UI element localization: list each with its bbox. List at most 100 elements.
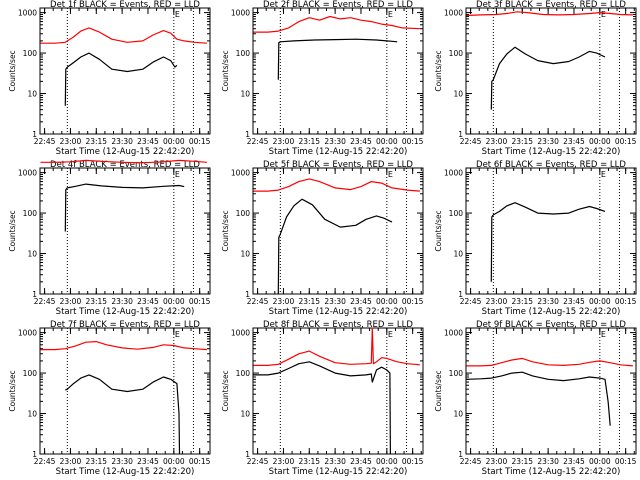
x-tick-label: 22:45 [247, 137, 269, 146]
plot-frame [39, 327, 211, 455]
plot-frame [39, 7, 211, 135]
y-tick-label: 1 [458, 450, 463, 459]
x-tick-label: 23:30 [324, 297, 346, 306]
series-line-lld [253, 327, 420, 366]
series-line-lld [40, 159, 207, 164]
y-tick-label: 1 [245, 130, 250, 139]
y-tick-label: 1000 [231, 9, 250, 18]
event-marker-label: E [388, 170, 393, 179]
x-tick-label: 00:15 [615, 297, 637, 306]
event-marker-label: E [388, 330, 393, 339]
y-tick-label: 1 [245, 450, 250, 459]
x-tick-label: 00:00 [163, 297, 185, 306]
y-tick-label: 100 [449, 49, 464, 58]
x-tick-label: 22:45 [34, 137, 56, 146]
event-marker-label: E [388, 10, 393, 19]
y-tick-label: 1000 [18, 169, 37, 178]
x-tick-label: 23:15 [85, 297, 107, 306]
x-tick-label: 23:30 [324, 137, 346, 146]
series-line-events [65, 374, 181, 455]
y-tick-label: 100 [449, 369, 464, 378]
y-tick-label: 1 [245, 290, 250, 299]
plot-frame [465, 167, 637, 295]
x-tick-label: 22:45 [34, 457, 56, 466]
y-tick-label: 10 [240, 250, 250, 259]
x-tick-label: 23:30 [537, 137, 559, 146]
series-line-lld [40, 27, 207, 44]
y-tick-label: 1 [32, 130, 37, 139]
series-line-events [490, 202, 606, 282]
plot-frame [465, 7, 637, 135]
x-tick-label: 22:45 [247, 297, 269, 306]
x-tick-label: 23:45 [563, 297, 585, 306]
x-axis-label: Start Time (12-Aug-15 22:42:20) [482, 147, 621, 157]
y-tick-label: 1000 [18, 329, 37, 338]
x-tick-label: 00:00 [163, 457, 185, 466]
x-tick-label: 23:45 [137, 137, 159, 146]
x-tick-label: 00:00 [163, 137, 185, 146]
y-tick-label: 10 [240, 410, 250, 419]
x-tick-label: 00:15 [402, 457, 424, 466]
x-tick-label: 23:15 [511, 297, 533, 306]
y-tick-label: 10 [27, 90, 37, 99]
panel-title: Det 4f BLACK = Events, RED = LLD [50, 160, 200, 170]
y-tick-label: 100 [23, 369, 38, 378]
plot-frame [465, 327, 637, 455]
x-tick-label: 22:45 [460, 457, 482, 466]
x-tick-label: 23:15 [511, 457, 533, 466]
y-tick-label: 100 [449, 209, 464, 218]
series-line-events [64, 52, 178, 106]
x-tick-label: 23:00 [486, 297, 508, 306]
series-line-lld [253, 15, 420, 33]
event-marker-label: E [175, 10, 180, 19]
x-tick-label: 23:00 [60, 457, 82, 466]
y-tick-label: 1000 [444, 169, 463, 178]
y-tick-label: 10 [453, 250, 463, 259]
y-tick-label: 1 [32, 450, 37, 459]
series-line-lld [40, 341, 207, 351]
x-tick-label: 23:15 [298, 297, 320, 306]
x-tick-label: 23:45 [350, 137, 372, 146]
x-tick-label: 23:30 [111, 457, 133, 466]
x-tick-label: 23:15 [511, 137, 533, 146]
y-tick-label: 1 [458, 130, 463, 139]
plot-frame [39, 167, 211, 295]
x-tick-label: 00:15 [189, 297, 211, 306]
x-axis-label: Start Time (12-Aug-15 22:42:20) [269, 307, 408, 317]
y-axis-label: Counts/sec [434, 50, 443, 91]
x-axis-label: Start Time (12-Aug-15 22:42:20) [56, 147, 195, 157]
x-axis-label: Start Time (12-Aug-15 22:42:20) [56, 307, 195, 317]
y-axis-label: Counts/sec [8, 210, 17, 251]
y-tick-label: 100 [236, 49, 251, 58]
series-line-lld [466, 11, 633, 17]
panel-title: Det 9f BLACK = Events, RED = LLD [476, 320, 626, 330]
x-tick-label: 23:45 [137, 297, 159, 306]
event-marker-label: E [601, 330, 606, 339]
series-line-lld [253, 178, 420, 192]
series-line-events [253, 361, 391, 455]
y-tick-label: 10 [240, 90, 250, 99]
x-tick-label: 22:45 [247, 457, 269, 466]
y-tick-label: 1000 [444, 9, 463, 18]
x-tick-label: 23:00 [273, 137, 295, 146]
x-tick-label: 23:00 [273, 297, 295, 306]
y-tick-label: 10 [27, 410, 37, 419]
series-line-events [490, 46, 606, 110]
x-tick-label: 23:45 [350, 457, 372, 466]
x-tick-label: 23:45 [350, 297, 372, 306]
event-marker-label: E [601, 10, 606, 19]
x-tick-label: 22:45 [34, 297, 56, 306]
x-tick-label: 00:00 [376, 457, 398, 466]
y-axis-label: Counts/sec [8, 50, 17, 91]
event-marker-label: E [175, 330, 180, 339]
panel-title: Det 6f BLACK = Events, RED = LLD [476, 160, 626, 170]
x-tick-label: 23:15 [298, 137, 320, 146]
x-tick-label: 23:30 [111, 297, 133, 306]
plot-frame [252, 327, 424, 455]
x-tick-label: 23:00 [60, 137, 82, 146]
series-line-events [64, 183, 185, 232]
